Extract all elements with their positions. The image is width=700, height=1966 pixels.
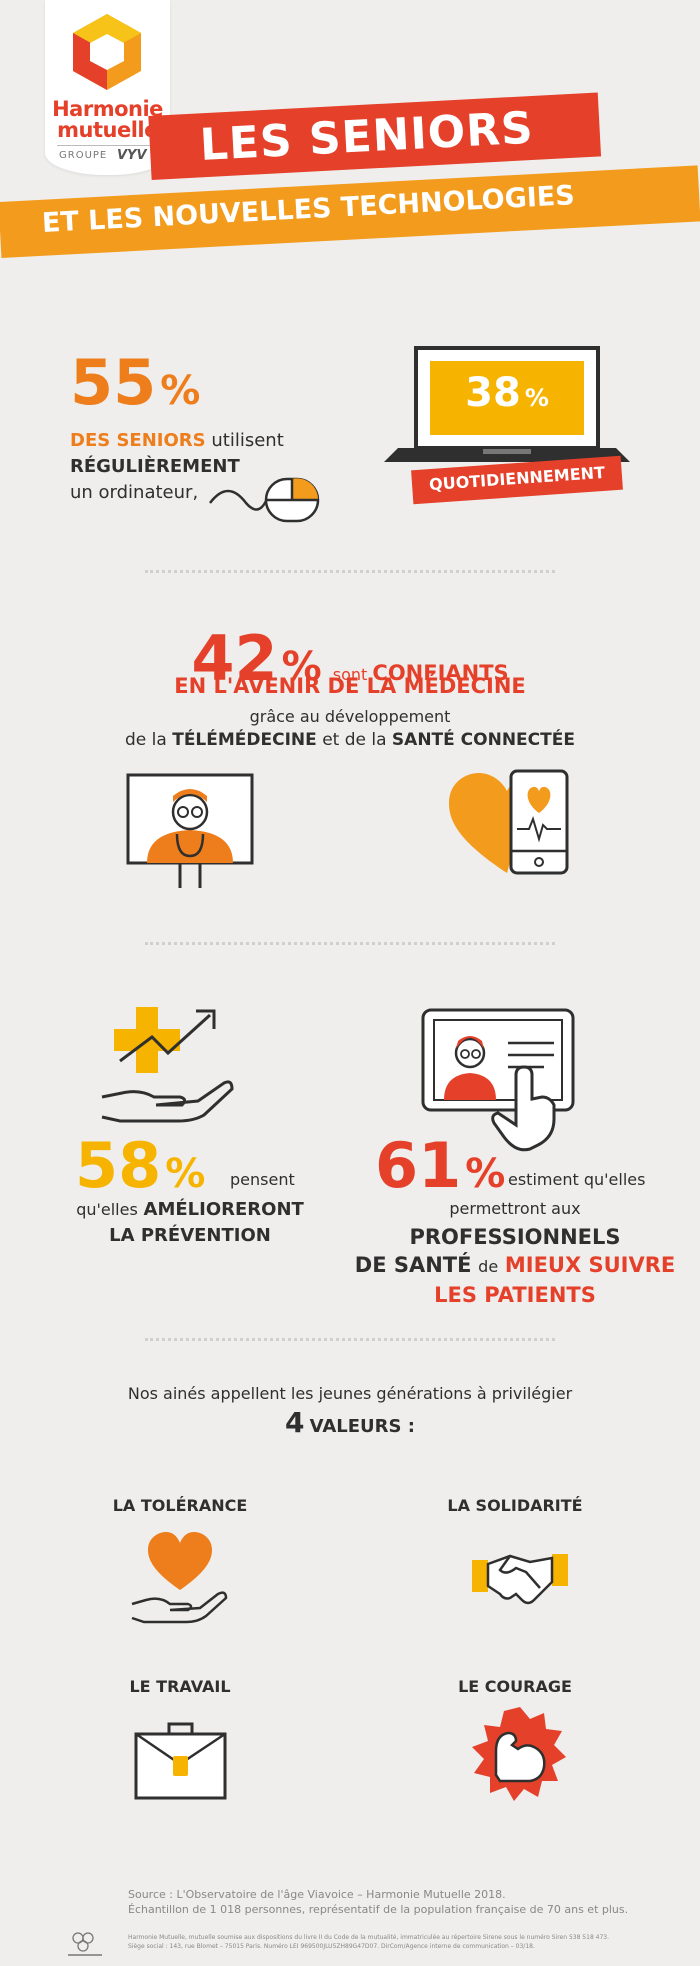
computer-label: un ordinateur, [70, 482, 199, 503]
source-line2: Échantillon de 1 018 personnes, représen… [128, 1903, 629, 1916]
stat-55-sign: % [160, 368, 201, 414]
health-label: DE SANTÉ [354, 1253, 472, 1277]
that-label: qu'elles [76, 1200, 138, 1219]
stat-55-text: DES SENIORS utilisent RÉGULIÈREMENT un o… [70, 428, 284, 506]
confident-label: CONFIANTS [372, 661, 509, 685]
stat-61-value: 61 [375, 1129, 462, 1202]
seniors-label: DES SENIORS [70, 430, 206, 451]
telemedicine-line: de la TÉLÉMÉDECINE et de la SANTÉ CONNEC… [0, 730, 700, 750]
stat-55-value: 55 [70, 346, 157, 419]
stat-38-value: 38 [465, 370, 521, 416]
handshake-icon [472, 1554, 568, 1605]
stat-61-sign: % [465, 1151, 506, 1197]
brand-name-line1: Harmonie [52, 97, 163, 121]
stat-38-percent: 38% [430, 370, 584, 421]
flexed-arm-icon [472, 1707, 566, 1801]
patients-label: LES PATIENTS [434, 1283, 596, 1307]
values-label: VALEURS : [309, 1416, 415, 1437]
separator-1 [145, 570, 555, 573]
allow-label: permettront aux [449, 1199, 581, 1218]
values-count: 4 [285, 1406, 305, 1439]
heart-hand-icon [131, 1532, 228, 1624]
stat-42-heading: 42% sont CONFIANTS [0, 622, 700, 695]
improve-label: AMÉLIORERONT [143, 1199, 304, 1220]
connected-health-phone-icon [449, 769, 569, 875]
laptop-icon [384, 346, 630, 462]
stat-58-sign: % [165, 1151, 206, 1197]
briefcase-icon [134, 1722, 227, 1800]
prevention-text: qu'elles AMÉLIORERONT LA PRÉVENTION [30, 1197, 350, 1249]
of-label: de [478, 1257, 499, 1276]
professionals-label: PROFESSIONNELS [409, 1225, 621, 1249]
stat-42-value: 42 [191, 622, 278, 695]
mouse-icon [209, 477, 320, 523]
logo-hexagon-icon [73, 14, 141, 90]
telemedicine-label: TÉLÉMÉDECINE [172, 730, 317, 750]
value-courage-label: LE COURAGE [458, 1677, 572, 1696]
legal-line2: Siège social : 143, rue Blomet – 75015 P… [128, 1943, 535, 1950]
prevention-label: LA PRÉVENTION [109, 1225, 271, 1246]
of-the-label: de la [125, 730, 167, 750]
future-label: EN L'AVENIR DE LA MÉDECINE [174, 674, 526, 698]
regularly-label: RÉGULIÈREMENT [70, 456, 240, 477]
better-follow-label: MIEUX SUIVRE [504, 1253, 676, 1277]
prevention-cross-hand-icon [101, 1007, 234, 1123]
stat-55-percent: 55% [70, 352, 200, 422]
estimate-label: estiment qu'elles [508, 1170, 646, 1189]
stat-58-percent: 58% [75, 1135, 205, 1205]
thanks-label: grâce au développement [249, 707, 451, 726]
think-label: pensent [230, 1170, 295, 1189]
brand-group: GROUPE [59, 150, 108, 161]
stat-38-sign: % [524, 384, 549, 412]
brand-name-line2: mutuelle [57, 118, 158, 142]
brand-group-vyv: VYV [117, 148, 147, 163]
are-label: sont [332, 665, 368, 684]
value-solidarity-label: LA SOLIDARITÉ [447, 1496, 583, 1515]
followup-text: permettront aux PROFESSIONNELS DE SANTÉ … [350, 1193, 680, 1309]
logo-card: Harmonie mutuelle GROUPE VYV [45, 0, 170, 175]
and-of-label: et de la [322, 730, 387, 750]
stat-42-sign: % [281, 644, 322, 690]
values-count-line: 4 VALEURS : [0, 1406, 700, 1439]
republique-logo-icon [68, 1932, 102, 1956]
connected-health-label: SANTÉ CONNECTÉE [391, 730, 575, 750]
tablet-touch-icon [421, 1008, 575, 1152]
source-line1: Source : L'Observatoire de l'âge Viavoic… [128, 1888, 506, 1901]
stat-61-percent: 61% [375, 1135, 505, 1205]
value-tolerance-label: LA TOLÉRANCE [112, 1496, 248, 1515]
uses-label: utilisent [211, 430, 284, 451]
stat-58-value: 58 [75, 1129, 162, 1202]
values-intro: Nos ainés appellent les jeunes génératio… [127, 1384, 573, 1403]
value-work-label: LE TRAVAIL [129, 1677, 231, 1696]
telemedicine-doctor-icon [126, 773, 254, 888]
separator-2 [145, 942, 555, 945]
brand-divider [57, 145, 157, 146]
legal-line1: Harmonie Mutuelle, mutuelle soumise aux … [128, 1934, 610, 1941]
separator-3 [145, 1338, 555, 1341]
